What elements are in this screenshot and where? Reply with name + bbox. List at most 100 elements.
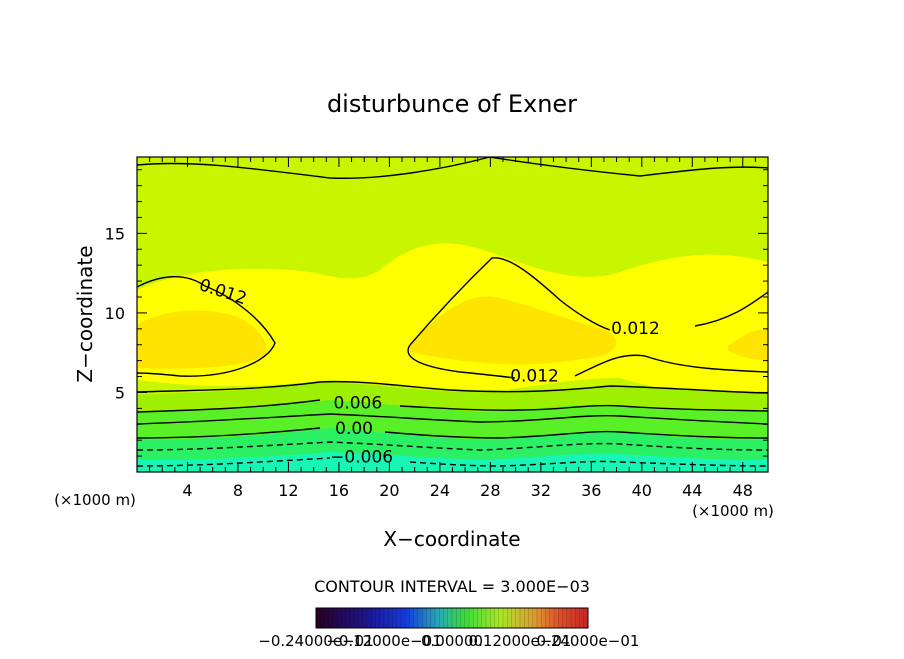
colorbar-cell bbox=[401, 608, 406, 628]
colorbar-cell bbox=[409, 608, 415, 628]
colorbar-cell bbox=[388, 608, 393, 628]
colorbar-cell bbox=[422, 608, 427, 628]
colorbar-cell bbox=[528, 608, 534, 628]
x-tick-label: 48 bbox=[733, 481, 753, 500]
colorbar-cell bbox=[320, 608, 325, 628]
colorbar-cell bbox=[486, 608, 491, 628]
colorbar-cell bbox=[579, 608, 585, 628]
colorbar-cell bbox=[418, 608, 423, 628]
colorbar-cell bbox=[460, 608, 466, 628]
colorbar-cell bbox=[562, 608, 568, 628]
band-orange-left bbox=[137, 310, 267, 369]
colorbar-cell bbox=[371, 608, 376, 628]
x-unit-right: (×1000 m) bbox=[692, 502, 774, 520]
x-tick-label: 40 bbox=[632, 481, 652, 500]
colorbar-cell bbox=[515, 608, 521, 628]
contour-neg-0.006 bbox=[137, 457, 768, 467]
contour-0.012-left bbox=[137, 276, 276, 377]
colorbar-cell bbox=[435, 608, 440, 628]
plot-area bbox=[137, 157, 768, 472]
colorbar-cell bbox=[350, 608, 355, 628]
x-tick-label: 36 bbox=[581, 481, 601, 500]
colorbar-cell bbox=[426, 608, 432, 628]
colorbar-cell bbox=[379, 608, 385, 628]
y-axis-ticks: 5 10 15 bbox=[105, 169, 768, 457]
contour-0.012-low bbox=[407, 344, 768, 379]
contour-interval-text: CONTOUR INTERVAL = 3.000E−03 bbox=[314, 577, 590, 596]
band-orange-right bbox=[728, 329, 768, 360]
colorbar-cell bbox=[367, 608, 372, 628]
colorbar-label: 0.12000e−01 bbox=[469, 632, 572, 650]
colorbar-cell bbox=[494, 608, 500, 628]
colorbar-cell bbox=[413, 608, 419, 628]
colorbar-cell bbox=[392, 608, 398, 628]
colorbar-cell bbox=[477, 608, 483, 628]
x-tick-label: 24 bbox=[430, 481, 450, 500]
colorbar-cell bbox=[328, 608, 334, 628]
colorbar-cell bbox=[443, 608, 449, 628]
colorbar-cell bbox=[341, 608, 347, 628]
x-unit-left: (×1000 m) bbox=[54, 491, 136, 509]
x-tick-label: 32 bbox=[531, 481, 551, 500]
colorbar-cell bbox=[566, 608, 572, 628]
x-tick-label: 8 bbox=[233, 481, 243, 500]
colorbar-cell bbox=[362, 608, 368, 628]
x-tick-label: 28 bbox=[480, 481, 500, 500]
contour-0.003 bbox=[137, 413, 768, 425]
band-cyan bbox=[137, 452, 768, 472]
contour-neg-0.003 bbox=[137, 441, 768, 451]
colorbar-cell bbox=[354, 608, 359, 628]
x-tick-label: 16 bbox=[329, 481, 349, 500]
colorbar-cell bbox=[333, 608, 338, 628]
colorbar-cell bbox=[481, 608, 487, 628]
y-tick-label: 5 bbox=[115, 383, 125, 402]
band-orange-mid bbox=[410, 296, 617, 365]
colorbar-cell bbox=[558, 608, 563, 628]
colorbar-cell bbox=[473, 608, 478, 628]
colorbar-cell bbox=[583, 608, 589, 628]
colorbar-cell bbox=[447, 608, 453, 628]
colorbar-cell bbox=[456, 608, 461, 628]
x-tick-label: 20 bbox=[379, 481, 399, 500]
x-axis-ticks: 4 8 12 16 20 24 28 32 36 40 44 48 bbox=[149, 157, 756, 500]
colorbar-cell bbox=[464, 608, 470, 628]
colorbar-cell bbox=[439, 608, 444, 628]
colorbar-cell bbox=[337, 608, 342, 628]
contour-label: 0.012 bbox=[611, 319, 660, 339]
contour-label: 0.00 bbox=[335, 419, 373, 439]
colorbar-frame bbox=[315, 607, 589, 629]
y-axis-label: Z−coordinate bbox=[73, 245, 97, 382]
contour-label: −0.006 bbox=[330, 448, 393, 468]
contour-label: 0.006 bbox=[334, 394, 383, 414]
colorbar-label: −0.24000e−01 bbox=[258, 632, 373, 650]
colorbar-cell bbox=[507, 608, 512, 628]
colorbar-cell bbox=[375, 608, 381, 628]
colorbar-cell bbox=[545, 608, 551, 628]
colorbar-cell bbox=[490, 608, 495, 628]
y-tick-label: 15 bbox=[105, 224, 125, 243]
colorbar-cell bbox=[537, 608, 542, 628]
colorbar-cell bbox=[384, 608, 389, 628]
colorbar-cell bbox=[316, 608, 321, 628]
colorbar-cell bbox=[358, 608, 364, 628]
contour-0.00 bbox=[137, 427, 768, 439]
colorbar-cell bbox=[498, 608, 504, 628]
colorbar-cell bbox=[503, 608, 508, 628]
contour-0.006 bbox=[137, 399, 768, 413]
y-tick-label: 10 bbox=[105, 304, 125, 323]
colorbar-cell bbox=[524, 608, 529, 628]
colorbar-cell bbox=[511, 608, 517, 628]
colorbar-cell bbox=[554, 608, 559, 628]
x-axis-label: X−coordinate bbox=[383, 527, 520, 551]
colorbar-cell bbox=[549, 608, 555, 628]
colorbar-cell bbox=[571, 608, 576, 628]
x-tick-label: 4 bbox=[182, 481, 192, 500]
chart-title: disturbunce of Exner bbox=[327, 90, 577, 118]
colorbar-cell bbox=[452, 608, 457, 628]
contour-0.009 bbox=[137, 380, 768, 394]
colorbar-cell bbox=[324, 608, 330, 628]
colorbar bbox=[315, 607, 589, 629]
